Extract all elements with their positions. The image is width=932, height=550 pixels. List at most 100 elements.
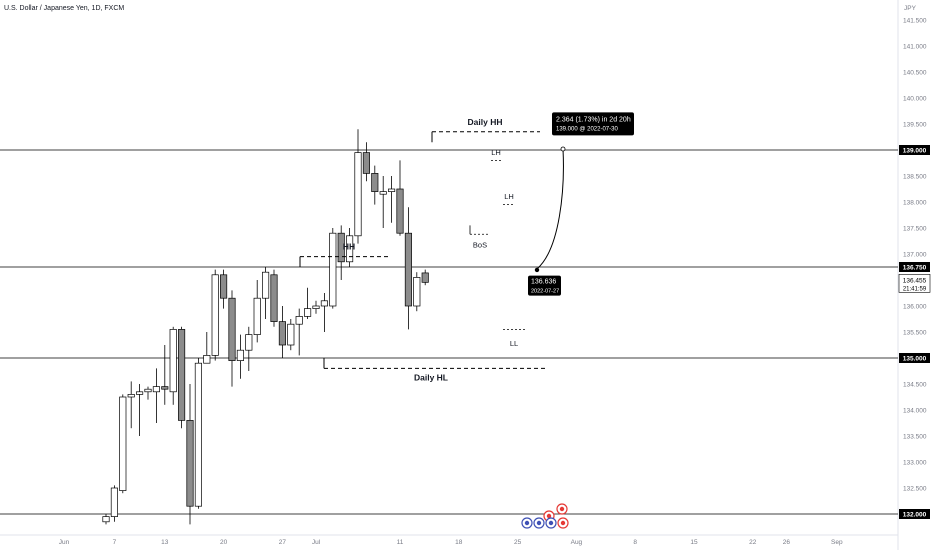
y-tick-label: 137.500	[903, 226, 927, 233]
x-tick-label: 13	[161, 539, 169, 546]
candle-body	[169, 329, 177, 393]
x-tick-label: Sep	[831, 539, 843, 546]
level-label: 132.000	[903, 512, 927, 519]
y-tick-label: 138.500	[903, 174, 927, 181]
measure-label: 2.364 (1.73%) in 2d 20h	[556, 116, 631, 123]
candle-body	[295, 316, 303, 325]
level-label-bg	[899, 145, 930, 155]
start-date-label: 2022-07-27	[531, 289, 559, 295]
candle-body	[270, 274, 278, 322]
x-tick-label: Jul	[312, 539, 321, 546]
x-tick-label: 26	[783, 539, 791, 546]
candle-body	[110, 487, 118, 517]
chart-title: U.S. Dollar / Japanese Yen, 1D, FXCM	[4, 5, 125, 12]
event-marker-dot	[536, 520, 542, 526]
start-label: 136.636	[531, 279, 556, 286]
y-tick-label: 134.000	[903, 408, 927, 415]
candle-body	[102, 516, 110, 523]
level-label: 135.000	[903, 356, 927, 363]
current-price-countdown: 21:41:59	[903, 286, 927, 292]
level-label-bg	[899, 509, 930, 519]
event-marker-dot	[559, 506, 565, 512]
candle-body	[228, 297, 236, 361]
level-label-bg	[899, 353, 930, 363]
structure-annotation: Daily HH	[468, 117, 503, 127]
structure-annotation: LL	[510, 339, 518, 348]
candle-body	[320, 300, 328, 307]
candle-body	[413, 277, 421, 307]
candle-body	[203, 355, 211, 364]
candle-body	[287, 323, 295, 346]
candle-body	[304, 308, 312, 317]
structure-annotation: HH	[343, 242, 355, 252]
candle-body	[161, 386, 169, 390]
projection-curve	[536, 148, 564, 270]
y-tick-label: 141.000	[903, 44, 927, 51]
candle-body	[346, 235, 354, 263]
structure-annotation: Daily HL	[414, 372, 448, 382]
measure-label-bg	[552, 112, 634, 136]
x-tick-label: 27	[279, 539, 287, 546]
candle-body	[253, 297, 261, 335]
structure-annotation: LH	[491, 148, 501, 157]
level-label-bg	[899, 262, 930, 272]
start-label-bg	[528, 275, 561, 296]
candle-body	[404, 232, 412, 307]
candle-body	[186, 420, 194, 507]
y-tick-label: 141.500	[903, 18, 927, 25]
candle-body	[329, 232, 337, 307]
x-tick-label: 8	[633, 539, 637, 546]
candle-body	[211, 274, 219, 356]
candle-body	[278, 321, 286, 346]
candle-body	[245, 334, 253, 351]
candle-body	[152, 386, 160, 393]
x-tick-label: 15	[690, 539, 698, 546]
candle-body	[178, 329, 186, 421]
y-tick-label: 133.000	[903, 460, 927, 467]
candle-body	[312, 305, 320, 309]
projection-target-marker	[560, 146, 566, 152]
event-marker-dot	[546, 513, 552, 519]
measure-target-label: 139.000 @ 2022-07-30	[556, 126, 618, 132]
structure-annotation: LH	[504, 192, 514, 201]
y-tick-label: 134.500	[903, 382, 927, 389]
y-tick-label: 133.500	[903, 434, 927, 441]
candle-body	[236, 349, 244, 361]
event-marker-dot	[560, 520, 566, 526]
candle-body	[136, 391, 144, 395]
level-label: 136.750	[903, 265, 927, 272]
candle-body	[362, 152, 370, 174]
x-tick-label: Jun	[59, 539, 70, 546]
candle-body	[421, 272, 429, 283]
candle-body	[194, 362, 202, 507]
candle-body	[354, 152, 362, 237]
x-tick-label: 18	[455, 539, 463, 546]
candle-body	[119, 396, 127, 491]
y-tick-label: 135.500	[903, 330, 927, 337]
candle-body	[262, 271, 270, 299]
candle-body	[379, 191, 387, 195]
x-tick-label: 20	[220, 539, 228, 546]
x-tick-label: 22	[749, 539, 757, 546]
y-tick-label: 136.000	[903, 304, 927, 311]
current-price-bg	[898, 274, 931, 293]
y-tick-label: 138.000	[903, 200, 927, 207]
currency-label: JPY	[904, 5, 917, 12]
event-marker-dot	[548, 520, 554, 526]
structure-annotation: BoS	[473, 240, 487, 249]
current-price-label: 136.455	[903, 277, 927, 284]
candle-body	[388, 188, 396, 192]
x-tick-label: 7	[113, 539, 117, 546]
y-tick-label: 139.500	[903, 122, 927, 129]
y-tick-label: 137.000	[903, 252, 927, 259]
candle-body	[337, 232, 345, 263]
event-marker-dot	[524, 520, 530, 526]
projection-start-marker	[534, 267, 540, 273]
x-tick-label: Aug	[571, 539, 583, 546]
y-tick-label: 140.500	[903, 70, 927, 77]
candle-body	[144, 388, 152, 393]
x-tick-label: 11	[397, 539, 404, 546]
candle-body	[396, 188, 404, 234]
candle-body	[127, 394, 135, 398]
